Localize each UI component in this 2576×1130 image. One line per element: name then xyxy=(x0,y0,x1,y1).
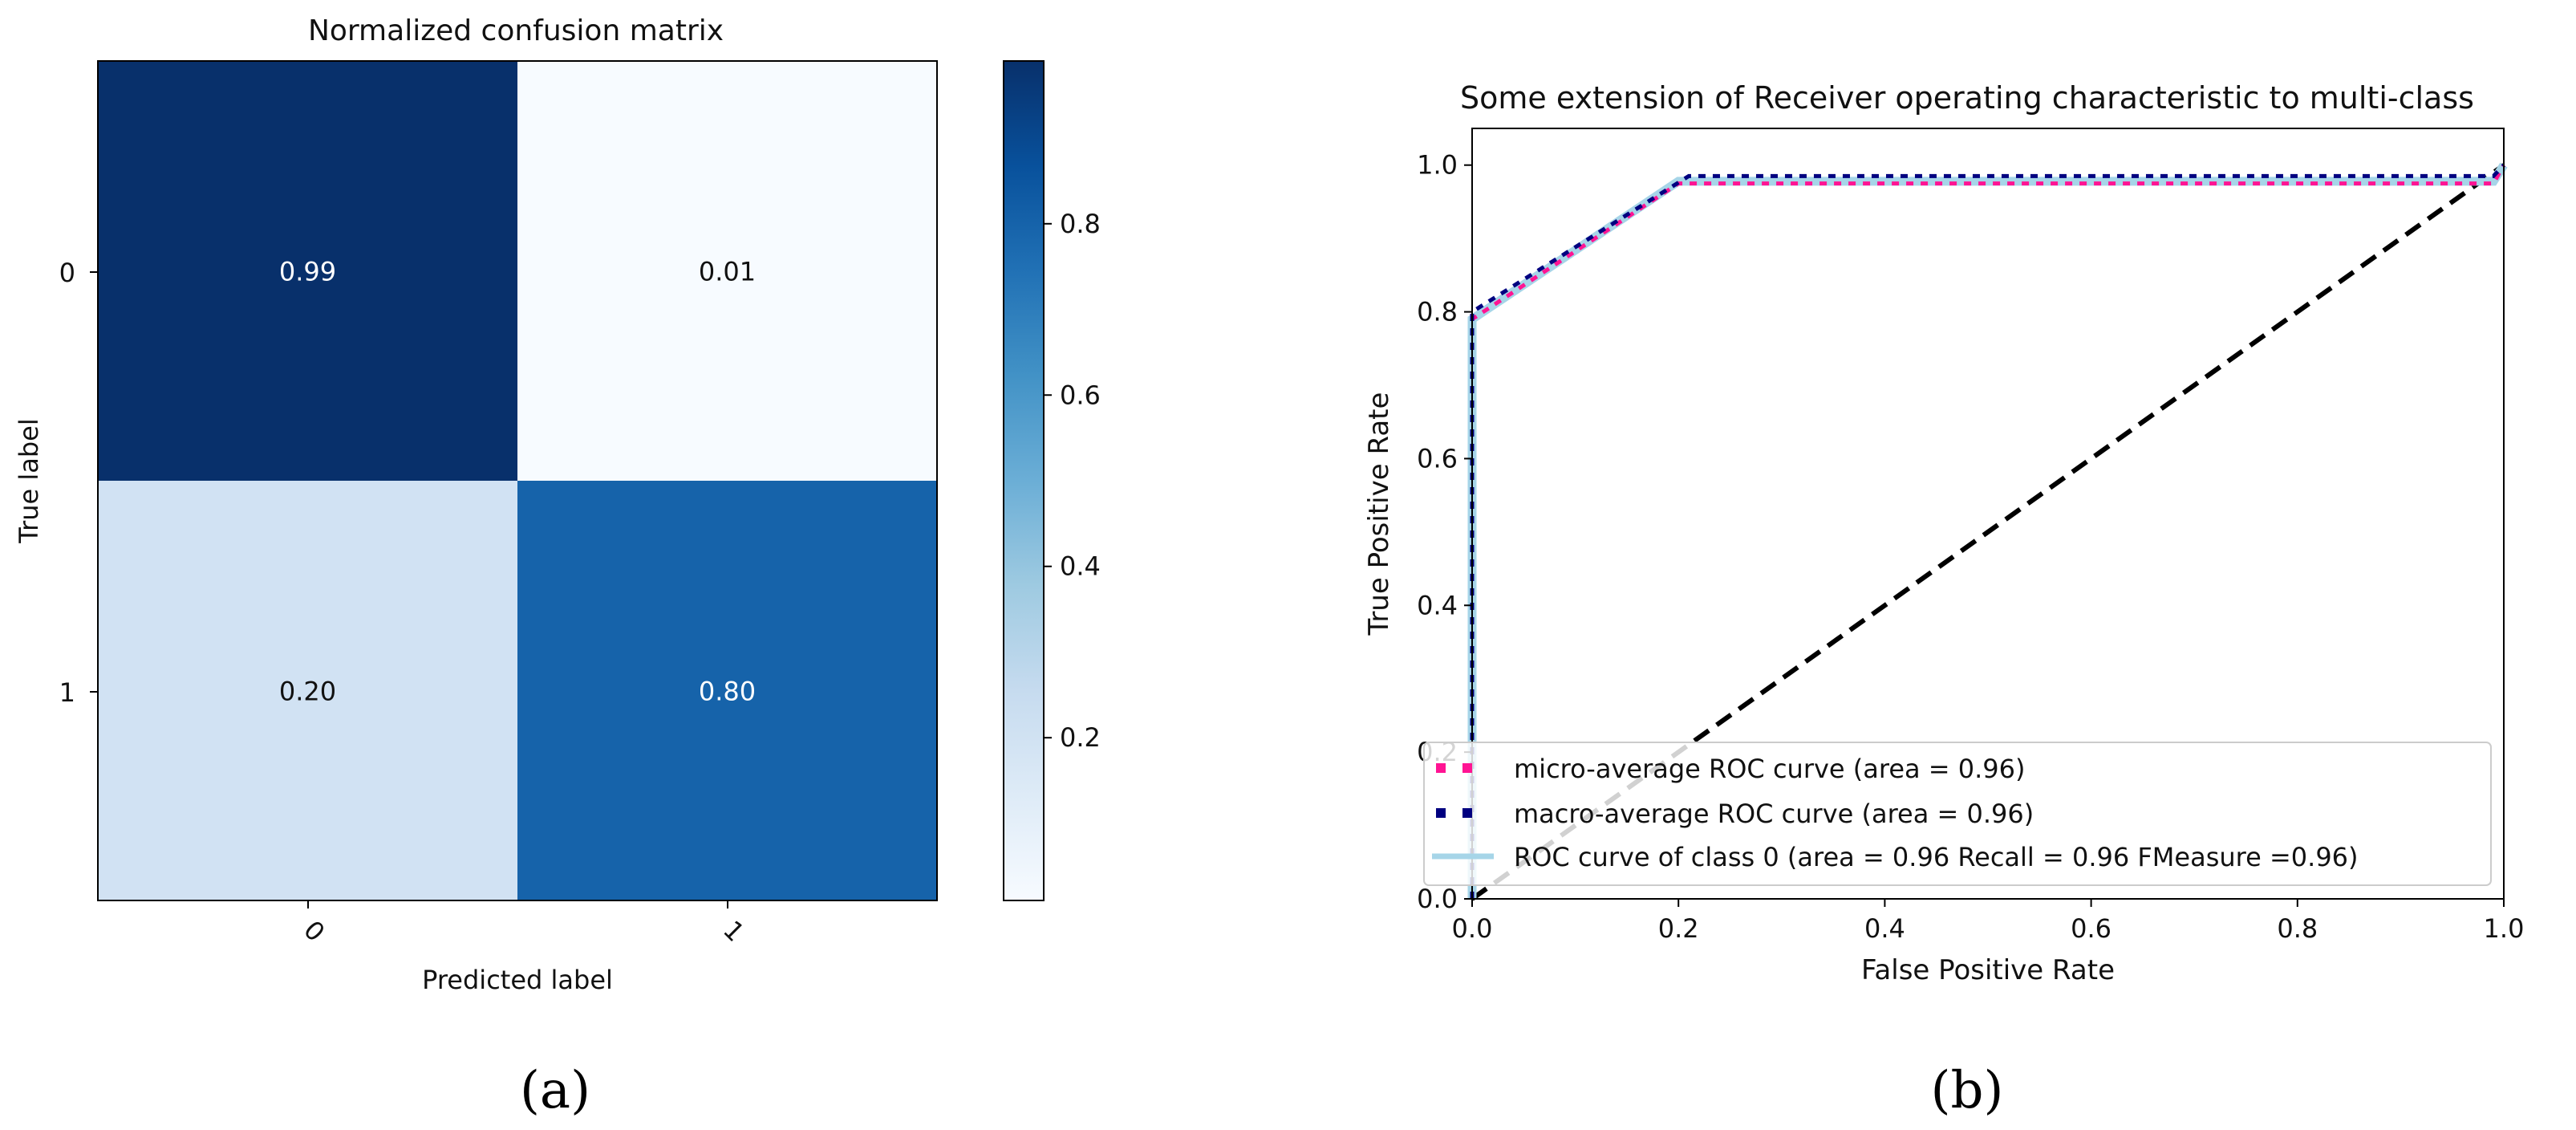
roc-xtick-label: 0.4 xyxy=(1864,913,1905,944)
colorbar-tick-label: 0.2 xyxy=(1060,722,1101,753)
legend-box xyxy=(1423,742,2492,886)
roc-ytick-label: 0.6 xyxy=(1417,443,1458,474)
roc-ytick-label: 0.4 xyxy=(1417,590,1458,620)
cm-cell xyxy=(517,481,937,900)
roc-xticks: 0.0 0.2 0.4 0.6 0.8 1.0 xyxy=(1452,899,2525,944)
roc-ytick-label: 0.8 xyxy=(1417,297,1458,327)
confusion-matrix-panel: Normalized confusion matrix 0.99 0.010.20… xyxy=(14,14,1101,1120)
roc-frame xyxy=(1471,128,2505,900)
cm-title: Normalized confusion matrix xyxy=(308,14,724,47)
colorbar-ticks: 0.2 0.4 0.6 0.8 xyxy=(1044,209,1101,753)
colorbar xyxy=(1003,60,1045,901)
cm-cell xyxy=(98,481,517,900)
roc-ytick-label: 1.0 xyxy=(1417,150,1458,181)
roc-ylabel: True Positive Rate xyxy=(1363,392,1395,636)
roc-panel: Some extension of Receiver operating cha… xyxy=(1363,80,2524,1120)
caption-a: (a) xyxy=(520,1061,590,1120)
roc-reference-line xyxy=(1471,163,2505,901)
cm-cell-label: 0.80 xyxy=(699,677,756,707)
caption-b: (b) xyxy=(1931,1061,2004,1120)
colorbar-tick-label: 0.4 xyxy=(1060,551,1101,582)
cm-ylabel: True label xyxy=(14,418,44,544)
roc-xtick-label: 0.8 xyxy=(2277,913,2318,944)
cm-cells: 0.99 0.01 0.20 0.80 xyxy=(98,61,937,900)
roc-xtick-label: 0.6 xyxy=(2071,913,2112,944)
cm-xtick-label: 0 xyxy=(298,915,331,948)
cm-ytick-label: 0 xyxy=(59,258,75,288)
cm-ytick-label: 1 xyxy=(59,677,75,708)
cm-cell xyxy=(98,61,517,481)
roc-xlabel: False Positive Rate xyxy=(1861,954,2115,986)
cm-xlabel: Predicted label xyxy=(422,965,613,995)
legend-label-micro: micro-average ROC curve (area = 0.96) xyxy=(1514,754,2026,784)
cm-cell-label: 0.99 xyxy=(279,257,336,287)
cm-cell-label: 0.20 xyxy=(279,677,336,707)
legend-label-class0: ROC curve of class 0 (area = 0.96 Recall… xyxy=(1514,842,2359,872)
legend-label-macro: macro-average ROC curve (area = 0.96) xyxy=(1514,799,2034,829)
cm-frame xyxy=(97,60,938,901)
roc-xtick-label: 0.0 xyxy=(1452,913,1493,944)
cm-xtick-label: 1 xyxy=(717,915,750,948)
roc-xtick-label: 1.0 xyxy=(2484,913,2525,944)
roc-ytick-label: 0.0 xyxy=(1417,884,1458,914)
roc-reference-group xyxy=(1471,163,2505,901)
cm-cell-label: 0.01 xyxy=(699,257,756,287)
roc-legend: micro-average ROC curve (area = 0.96) ma… xyxy=(1423,742,2492,886)
roc-xtick-label: 0.2 xyxy=(1658,913,1699,944)
cm-cell xyxy=(517,61,937,481)
colorbar-tick-label: 0.6 xyxy=(1060,380,1101,410)
roc-title: Some extension of Receiver operating cha… xyxy=(1460,80,2474,116)
colorbar-tick-label: 0.8 xyxy=(1060,209,1101,239)
